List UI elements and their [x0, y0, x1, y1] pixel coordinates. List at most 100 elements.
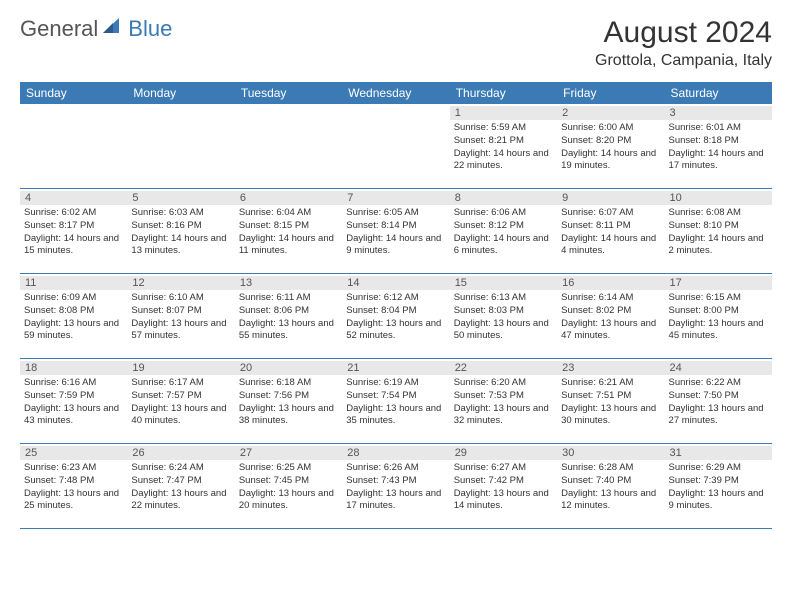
sunrise-text: Sunrise: 6:10 AM [131, 292, 230, 305]
day-number: 12 [127, 276, 234, 290]
logo-text-general: General [20, 16, 98, 42]
day-cell [20, 104, 127, 188]
sunset-text: Sunset: 7:47 PM [131, 475, 230, 488]
daylight-text: Daylight: 14 hours and 2 minutes. [669, 233, 768, 259]
sunrise-text: Sunrise: 6:20 AM [454, 377, 553, 390]
sunset-text: Sunset: 8:07 PM [131, 305, 230, 318]
sunset-text: Sunset: 8:11 PM [561, 220, 660, 233]
daylight-text: Daylight: 13 hours and 20 minutes. [239, 488, 338, 514]
dayname-label: Saturday [665, 82, 772, 104]
daylight-text: Daylight: 13 hours and 17 minutes. [346, 488, 445, 514]
day-number: 9 [557, 191, 664, 205]
day-cell: 25Sunrise: 6:23 AMSunset: 7:48 PMDayligh… [20, 444, 127, 528]
day-details: Sunrise: 6:29 AMSunset: 7:39 PMDaylight:… [669, 462, 768, 513]
day-details: Sunrise: 6:28 AMSunset: 7:40 PMDaylight:… [561, 462, 660, 513]
day-cell: 18Sunrise: 6:16 AMSunset: 7:59 PMDayligh… [20, 359, 127, 443]
day-number: 23 [557, 361, 664, 375]
daylight-text: Daylight: 13 hours and 25 minutes. [24, 488, 123, 514]
calendar-grid: SundayMondayTuesdayWednesdayThursdayFrid… [20, 82, 772, 529]
dayname-label: Sunday [20, 82, 127, 104]
sunset-text: Sunset: 8:10 PM [669, 220, 768, 233]
sunset-text: Sunset: 8:18 PM [669, 135, 768, 148]
sunset-text: Sunset: 8:12 PM [454, 220, 553, 233]
day-details: Sunrise: 6:19 AMSunset: 7:54 PMDaylight:… [346, 377, 445, 428]
day-cell [235, 104, 342, 188]
sunrise-text: Sunrise: 6:05 AM [346, 207, 445, 220]
day-details: Sunrise: 6:08 AMSunset: 8:10 PMDaylight:… [669, 207, 768, 258]
week-row: 4Sunrise: 6:02 AMSunset: 8:17 PMDaylight… [20, 189, 772, 274]
day-cell: 4Sunrise: 6:02 AMSunset: 8:17 PMDaylight… [20, 189, 127, 273]
sunrise-text: Sunrise: 6:04 AM [239, 207, 338, 220]
day-cell: 28Sunrise: 6:26 AMSunset: 7:43 PMDayligh… [342, 444, 449, 528]
daylight-text: Daylight: 14 hours and 4 minutes. [561, 233, 660, 259]
day-cell: 16Sunrise: 6:14 AMSunset: 8:02 PMDayligh… [557, 274, 664, 358]
day-cell: 22Sunrise: 6:20 AMSunset: 7:53 PMDayligh… [450, 359, 557, 443]
sunrise-text: Sunrise: 6:16 AM [24, 377, 123, 390]
day-number: 26 [127, 446, 234, 460]
day-details: Sunrise: 6:23 AMSunset: 7:48 PMDaylight:… [24, 462, 123, 513]
day-details: Sunrise: 6:03 AMSunset: 8:16 PMDaylight:… [131, 207, 230, 258]
daylight-text: Daylight: 14 hours and 11 minutes. [239, 233, 338, 259]
day-details: Sunrise: 6:07 AMSunset: 8:11 PMDaylight:… [561, 207, 660, 258]
day-number: 22 [450, 361, 557, 375]
daylight-text: Daylight: 13 hours and 40 minutes. [131, 403, 230, 429]
week-row: 25Sunrise: 6:23 AMSunset: 7:48 PMDayligh… [20, 444, 772, 529]
day-number: 31 [665, 446, 772, 460]
day-cell: 21 Sunrise: 6:19 AMSunset: 7:54 PMDayligh… [342, 359, 449, 443]
day-number: 21 [342, 361, 449, 375]
sunset-text: Sunset: 7:53 PM [454, 390, 553, 403]
logo: General Blue [20, 16, 172, 42]
day-number: 10 [665, 191, 772, 205]
sunrise-text: Sunrise: 6:22 AM [669, 377, 768, 390]
sail-icon [103, 18, 125, 41]
day-details: Sunrise: 5:59 AMSunset: 8:21 PMDaylight:… [454, 122, 553, 173]
sunset-text: Sunset: 7:54 PM [346, 390, 445, 403]
day-cell: 10 Sunrise: 6:08 AMSunset: 8:10 PMDayligh… [665, 189, 772, 273]
sunrise-text: Sunrise: 6:01 AM [669, 122, 768, 135]
daylight-text: Daylight: 14 hours and 22 minutes. [454, 148, 553, 174]
dayname-label: Monday [127, 82, 234, 104]
day-cell: 30 Sunrise: 6:28 AMSunset: 7:40 PMDayligh… [557, 444, 664, 528]
daylight-text: Daylight: 13 hours and 59 minutes. [24, 318, 123, 344]
day-number: 14 [342, 276, 449, 290]
sunrise-text: Sunrise: 6:08 AM [669, 207, 768, 220]
day-cell: 7Sunrise: 6:05 AMSunset: 8:14 PMDaylight… [342, 189, 449, 273]
day-cell: 23Sunrise: 6:21 AMSunset: 7:51 PMDayligh… [557, 359, 664, 443]
sunrise-text: Sunrise: 6:23 AM [24, 462, 123, 475]
daylight-text: Daylight: 13 hours and 55 minutes. [239, 318, 338, 344]
daylight-text: Daylight: 13 hours and 35 minutes. [346, 403, 445, 429]
day-number: 30 [557, 446, 664, 460]
sunset-text: Sunset: 7:43 PM [346, 475, 445, 488]
day-number: 13 [235, 276, 342, 290]
day-details: Sunrise: 6:24 AMSunset: 7:47 PMDaylight:… [131, 462, 230, 513]
day-cell: 8Sunrise: 6:06 AMSunset: 8:12 PMDaylight… [450, 189, 557, 273]
daylight-text: Daylight: 13 hours and 47 minutes. [561, 318, 660, 344]
day-cell: 24Sunrise: 6:22 AMSunset: 7:50 PMDayligh… [665, 359, 772, 443]
daylight-text: Daylight: 13 hours and 27 minutes. [669, 403, 768, 429]
day-cell [127, 104, 234, 188]
day-details: Sunrise: 6:11 AMSunset: 8:06 PMDaylight:… [239, 292, 338, 343]
daylight-text: Daylight: 14 hours and 13 minutes. [131, 233, 230, 259]
day-number: 16 [557, 276, 664, 290]
day-number: 17 [665, 276, 772, 290]
daylight-text: Daylight: 14 hours and 9 minutes. [346, 233, 445, 259]
sunset-text: Sunset: 8:03 PM [454, 305, 553, 318]
dayname-label: Tuesday [235, 82, 342, 104]
sunrise-text: Sunrise: 6:19 AM [346, 377, 445, 390]
sunrise-text: Sunrise: 6:00 AM [561, 122, 660, 135]
day-number: 2 [557, 106, 664, 120]
day-details: Sunrise: 6:25 AMSunset: 7:45 PMDaylight:… [239, 462, 338, 513]
day-cell: 3Sunrise: 6:01 AMSunset: 8:18 PMDaylight… [665, 104, 772, 188]
sunrise-text: Sunrise: 6:27 AM [454, 462, 553, 475]
page-header: General Blue August 2024 Grottola, Campa… [20, 16, 772, 70]
day-number: 3 [665, 106, 772, 120]
sunrise-text: Sunrise: 6:18 AM [239, 377, 338, 390]
day-number: 11 [20, 276, 127, 290]
day-cell: 14Sunrise: 6:12 AMSunset: 8:04 PMDayligh… [342, 274, 449, 358]
sunset-text: Sunset: 7:57 PM [131, 390, 230, 403]
sunset-text: Sunset: 7:42 PM [454, 475, 553, 488]
day-cell: 5Sunrise: 6:03 AMSunset: 8:16 PMDaylight… [127, 189, 234, 273]
daylight-text: Daylight: 13 hours and 14 minutes. [454, 488, 553, 514]
day-cell: 26 Sunrise: 6:24 AMSunset: 7:47 PMDayligh… [127, 444, 234, 528]
sunrise-text: Sunrise: 6:25 AM [239, 462, 338, 475]
